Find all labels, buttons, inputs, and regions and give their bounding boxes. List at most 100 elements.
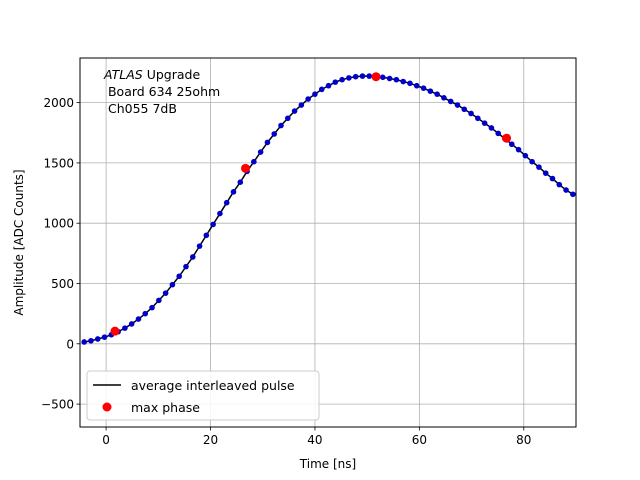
- max-phase-point: [371, 72, 381, 82]
- max-phase-point: [502, 133, 512, 143]
- pulse-point: [189, 254, 196, 260]
- plot-area: [80, 58, 576, 427]
- pulse-point: [339, 76, 345, 83]
- pulse-point: [529, 158, 535, 165]
- pulse-point: [536, 164, 542, 170]
- pulse-point: [217, 210, 223, 217]
- pulse-point: [447, 98, 454, 105]
- annotation-line: ATLAS Upgrade: [103, 67, 200, 82]
- pulse-point: [88, 337, 94, 344]
- pulse-point: [318, 86, 325, 93]
- pulse-point: [352, 73, 359, 80]
- pulse-point: [542, 170, 549, 176]
- pulse-point: [325, 82, 332, 89]
- pulse-point: [230, 189, 237, 195]
- y-tick-label: 1500: [43, 156, 74, 170]
- pulse-point: [454, 102, 461, 108]
- pulse-point: [508, 141, 515, 148]
- pulse-point: [475, 115, 481, 122]
- x-tick-label: 60: [412, 433, 427, 447]
- pulse-point: [407, 80, 413, 87]
- pulse-point: [210, 221, 216, 228]
- annotation-italic: ATLAS: [103, 67, 143, 82]
- series-layer: [81, 72, 576, 345]
- pulse-point: [196, 243, 203, 249]
- pulse-point: [183, 263, 189, 270]
- pulse-point: [549, 175, 556, 182]
- annotation-text: Ch055 7dB: [104, 101, 177, 116]
- pulse-point: [101, 334, 108, 340]
- pulse-point: [441, 94, 447, 101]
- plot-frame: [79, 57, 577, 428]
- pulse-point: [434, 91, 440, 97]
- pulse-point: [386, 75, 393, 82]
- pulse-point: [420, 85, 427, 91]
- y-tick-label: 0: [66, 337, 74, 351]
- pulse-point: [522, 152, 529, 159]
- legend-entry-max-phase: max phase: [131, 400, 200, 415]
- pulse-point: [149, 304, 155, 311]
- annotation-line: Board 634 25ohm: [104, 84, 220, 99]
- pulse-point: [264, 139, 271, 146]
- x-tick-label: 0: [102, 433, 110, 447]
- x-tick-label: 80: [516, 433, 531, 447]
- pulse-point: [393, 76, 400, 83]
- pulse-point: [359, 73, 366, 79]
- pulse-point: [223, 199, 230, 206]
- pulse-point: [380, 74, 386, 81]
- annotation-text: Board 634 25ohm: [104, 84, 220, 99]
- pulse-point: [203, 232, 210, 239]
- y-tick-label: 500: [51, 277, 74, 291]
- pulse-point: [556, 181, 563, 188]
- x-axis-label: Time [ns]: [299, 457, 356, 471]
- y-axis-label: Amplitude [ADC Counts]: [12, 169, 26, 315]
- pulse-point: [94, 336, 101, 342]
- pulse-point: [176, 273, 182, 280]
- annotation-text: Upgrade: [143, 67, 201, 82]
- pulse-point: [278, 122, 284, 129]
- x-tick-label: 40: [307, 433, 322, 447]
- pulse-point: [346, 75, 352, 81]
- pulse-point: [128, 321, 135, 327]
- pulse-point: [312, 91, 318, 97]
- pulse-point: [81, 339, 87, 345]
- pulse-point: [570, 191, 576, 198]
- pulse-point: [291, 108, 298, 114]
- pulse-point: [563, 187, 569, 193]
- pulse-point: [251, 158, 257, 165]
- pulse-point: [298, 102, 305, 108]
- pulse-point: [332, 79, 339, 85]
- legend: average interleaved pulse max phase: [86, 370, 320, 421]
- pulse-point: [461, 106, 468, 113]
- pulse-point: [162, 290, 169, 296]
- pulse-point: [142, 310, 149, 317]
- x-tick-label: 20: [203, 433, 218, 447]
- legend-entry-average-interleaved-pulse: average interleaved pulse: [131, 378, 295, 393]
- legend-marker-swatch: [102, 402, 112, 412]
- y-tick-label: −500: [41, 398, 74, 412]
- pulse-point: [488, 125, 495, 131]
- pulse-point: [481, 120, 488, 126]
- pulse-point: [515, 146, 522, 153]
- pulse-point: [122, 325, 128, 331]
- series-clip-group: [81, 72, 576, 345]
- pulse-point: [284, 115, 291, 122]
- legend-box: [86, 370, 320, 421]
- pulse-point: [257, 149, 264, 155]
- y-tick-label: 2000: [43, 96, 74, 110]
- pulse-point: [135, 316, 142, 322]
- pulse-point: [271, 131, 278, 137]
- pulse-point: [305, 96, 311, 102]
- annotation-block: ATLAS Upgrade Board 634 25ohm Ch055 7dB: [103, 67, 220, 116]
- y-tick-label: 1000: [43, 217, 74, 231]
- pulse-point: [169, 281, 176, 288]
- pulse-point: [413, 82, 420, 89]
- pulse-point: [366, 73, 373, 79]
- pulse-point: [427, 88, 434, 94]
- pulse-point: [468, 110, 474, 117]
- pulse-point: [495, 130, 502, 137]
- pulse-point: [400, 78, 406, 85]
- pulse-point: [156, 297, 162, 304]
- axis-ticks: 0 20 40 60 80 −500 0 500 1000 1500 2000: [41, 96, 531, 447]
